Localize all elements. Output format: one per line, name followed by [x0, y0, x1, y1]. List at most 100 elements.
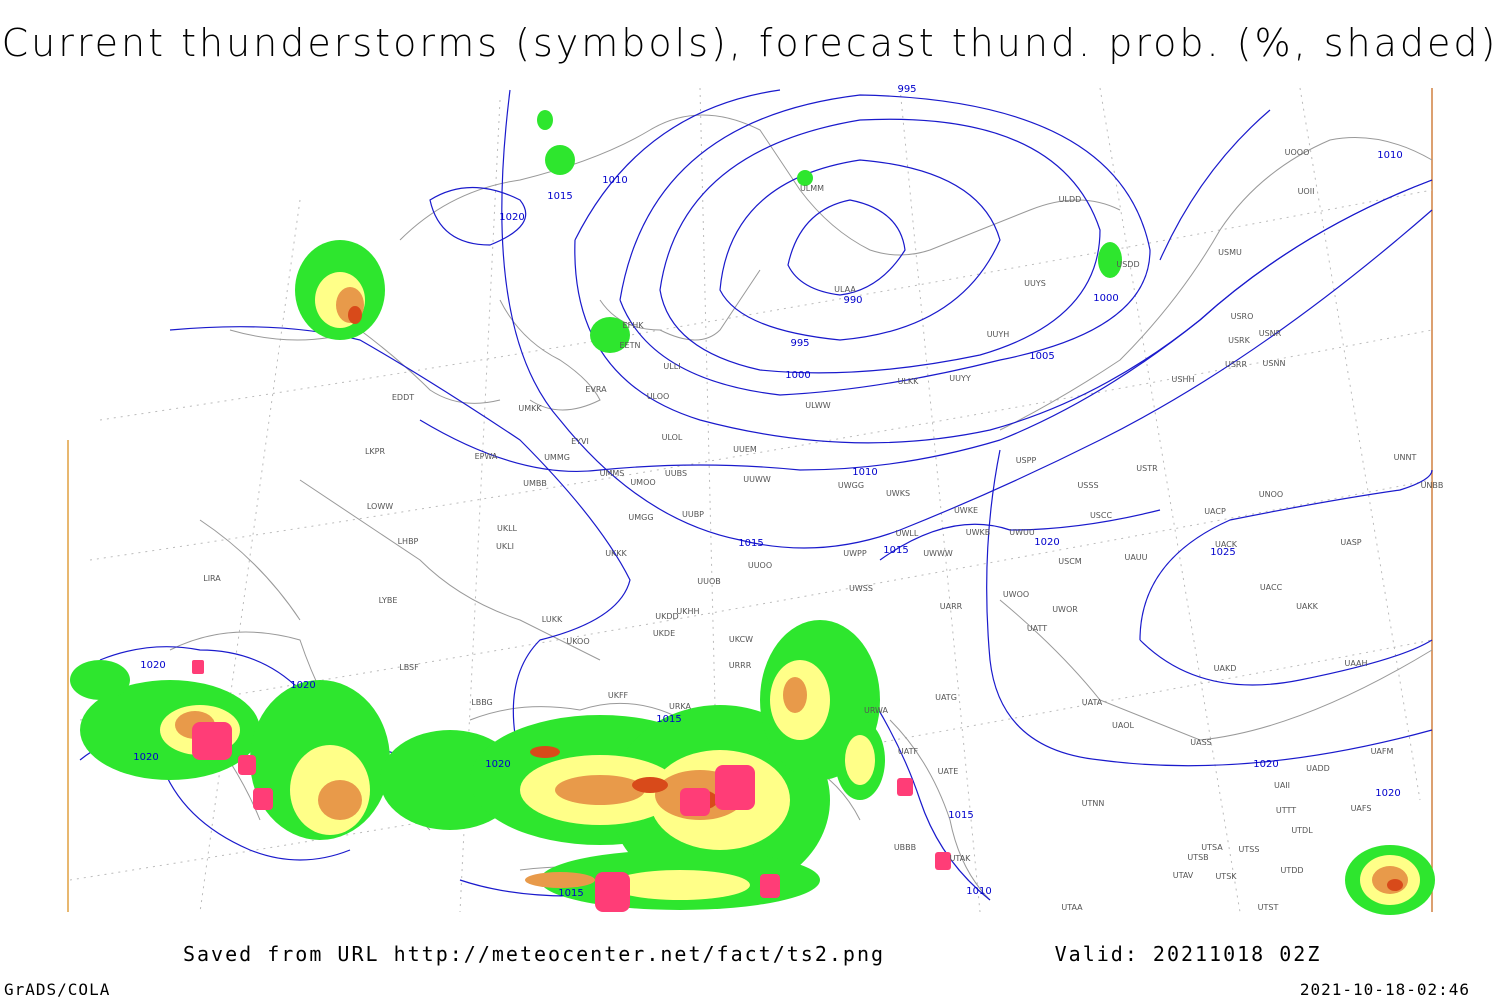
isobar-label: 1000: [1093, 293, 1118, 304]
station-label: EDDT: [392, 393, 414, 402]
station-label: URRR: [729, 661, 752, 670]
station-label: URKA: [669, 702, 692, 711]
labels: 995 1010 1015 1020 990 995 1000 1005 1000 1010 101…: [133, 84, 1443, 912]
station-label: UTSK: [1215, 872, 1237, 881]
station-label: UUYH: [987, 330, 1010, 339]
station-label: UNOO: [1259, 490, 1283, 499]
station-label: UNNT: [1394, 453, 1417, 462]
station-label: UTDD: [1280, 866, 1303, 875]
station-label: UASS: [1190, 738, 1211, 747]
station-label: UTSS: [1239, 845, 1260, 854]
station-label: USSS: [1077, 481, 1098, 490]
station-label: UKCW: [729, 635, 753, 644]
station-label: UUOB: [697, 577, 721, 586]
station-label: EPWA: [475, 452, 498, 461]
isobar-label: 1020: [133, 752, 158, 763]
station-label: UTSA: [1201, 843, 1223, 852]
station-label: UMKK: [518, 404, 542, 413]
station-label: UUYS: [1024, 279, 1046, 288]
station-label: UUEM: [733, 445, 757, 454]
station-label: EETN: [620, 341, 641, 350]
station-label: USNR: [1259, 329, 1282, 338]
station-label: LYBE: [379, 596, 398, 605]
isobar-label: 1010: [966, 886, 991, 897]
station-label: UMOO: [630, 478, 655, 487]
station-label: UUWW: [743, 475, 771, 484]
isobar-label: 1015: [547, 191, 572, 202]
station-label: ULLI: [663, 362, 680, 371]
isobar-label: 1020: [499, 212, 524, 223]
station-label: USRK: [1228, 336, 1250, 345]
software: GrADS/COLA: [4, 980, 110, 999]
station-label: USRO: [1231, 312, 1254, 321]
station-label: UAUU: [1124, 553, 1147, 562]
valid-time: Valid: 20211018 02Z: [1055, 942, 1322, 966]
isobar-label: 1015: [738, 538, 763, 549]
isobar-label: 990: [843, 295, 862, 306]
station-label: USCM: [1058, 557, 1082, 566]
isobar-label: 1020: [1253, 759, 1278, 770]
station-label: UKOO: [566, 637, 589, 646]
station-label: ULWW: [805, 401, 830, 410]
station-label: UAFM: [1371, 747, 1394, 756]
station-label: USPP: [1016, 456, 1037, 465]
station-label: USTR: [1136, 464, 1158, 473]
station-label: UADD: [1306, 764, 1330, 773]
station-label: UKFF: [608, 691, 629, 700]
station-label: UWSS: [849, 584, 873, 593]
station-label: UATE: [938, 767, 959, 776]
station-label: UAOL: [1112, 721, 1134, 730]
station-label: LBBG: [471, 698, 493, 707]
station-label: UUBP: [682, 510, 704, 519]
isobar-label: 1020: [485, 759, 510, 770]
station-label: UMGG: [628, 513, 653, 522]
station-label: UTAV: [1173, 871, 1194, 880]
station-label: UWOR: [1052, 605, 1078, 614]
station-label: ULMM: [800, 184, 824, 193]
station-label: UACC: [1260, 583, 1283, 592]
station-label: UAKD: [1214, 664, 1237, 673]
isobar-label: 1010: [1377, 150, 1402, 161]
isobar-label: 1020: [1034, 537, 1059, 548]
station-label: UNBB: [1421, 481, 1444, 490]
station-label: UKLI: [496, 542, 514, 551]
station-label: UWOO: [1003, 590, 1029, 599]
station-label: UTAK: [950, 854, 972, 863]
station-label: UWKS: [886, 489, 910, 498]
station-label: UKDD: [655, 612, 678, 621]
station-label: UACP: [1204, 507, 1226, 516]
isobar-label: 1020: [1375, 788, 1400, 799]
station-label: UAFS: [1351, 804, 1372, 813]
storm-symbols: [192, 660, 951, 912]
station-label: UWGG: [838, 481, 864, 490]
station-label: USNN: [1263, 359, 1286, 368]
isobar-label: 1015: [948, 810, 973, 821]
isobar-label: 1015: [656, 714, 681, 725]
timestamp: 2021-10-18-02:46: [1300, 980, 1470, 999]
station-label: UOII: [1298, 187, 1315, 196]
map-background: [68, 88, 1432, 912]
station-label: UTSB: [1187, 853, 1208, 862]
station-label: UOOO: [1285, 148, 1310, 157]
station-label: UAKK: [1296, 602, 1319, 611]
station-label: UATF: [898, 747, 919, 756]
station-label: USDD: [1116, 260, 1139, 269]
station-label: URWA: [864, 706, 889, 715]
source-url: Saved from URL http://meteocenter.net/fa…: [183, 942, 885, 966]
station-label: USMU: [1218, 248, 1242, 257]
station-label: UUBS: [665, 469, 687, 478]
station-label: UWPP: [843, 549, 867, 558]
station-label: UATT: [1027, 624, 1047, 633]
station-label: USHH: [1172, 375, 1195, 384]
station-label: LUKK: [542, 615, 563, 624]
station-label: UUOO: [748, 561, 772, 570]
station-label: UUYY: [949, 374, 971, 383]
station-label: UAII: [1274, 781, 1290, 790]
station-label: ULOO: [647, 392, 670, 401]
station-label: UMMS: [600, 469, 625, 478]
station-label: ULOL: [662, 433, 683, 442]
isobar-label: 995: [897, 84, 916, 95]
isobar-label: 1000: [785, 370, 810, 381]
station-label: UARR: [940, 602, 963, 611]
